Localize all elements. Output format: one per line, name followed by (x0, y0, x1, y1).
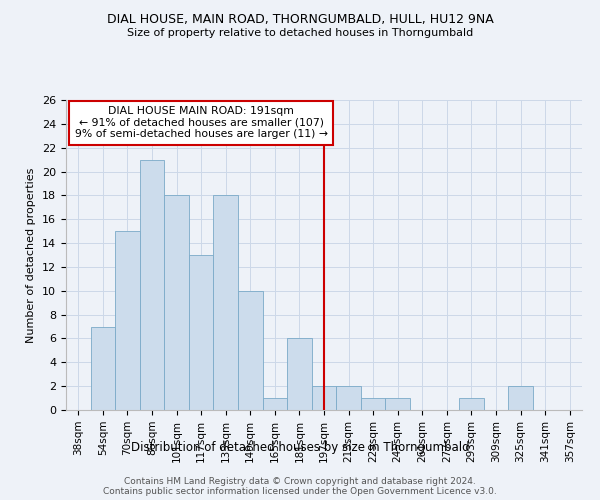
Bar (336, 386, 361, 410)
Bar (189, 255, 214, 410)
Bar (459, 398, 484, 410)
Bar (115, 231, 140, 410)
Bar (312, 386, 336, 410)
Bar (263, 398, 287, 410)
Bar (91, 326, 115, 410)
Bar (361, 398, 385, 410)
Bar (164, 196, 189, 410)
Text: DIAL HOUSE MAIN ROAD: 191sqm
← 91% of detached houses are smaller (107)
9% of se: DIAL HOUSE MAIN ROAD: 191sqm ← 91% of de… (74, 106, 328, 139)
Bar (214, 196, 238, 410)
Text: DIAL HOUSE, MAIN ROAD, THORNGUMBALD, HULL, HU12 9NA: DIAL HOUSE, MAIN ROAD, THORNGUMBALD, HUL… (107, 12, 493, 26)
Bar (508, 386, 533, 410)
Text: Contains public sector information licensed under the Open Government Licence v3: Contains public sector information licen… (103, 486, 497, 496)
Bar (238, 291, 263, 410)
Bar (140, 160, 164, 410)
Text: Contains HM Land Registry data © Crown copyright and database right 2024.: Contains HM Land Registry data © Crown c… (124, 476, 476, 486)
Bar (385, 398, 410, 410)
Text: Size of property relative to detached houses in Thorngumbald: Size of property relative to detached ho… (127, 28, 473, 38)
Bar (287, 338, 312, 410)
Text: Distribution of detached houses by size in Thorngumbald: Distribution of detached houses by size … (131, 441, 469, 454)
Y-axis label: Number of detached properties: Number of detached properties (26, 168, 37, 342)
